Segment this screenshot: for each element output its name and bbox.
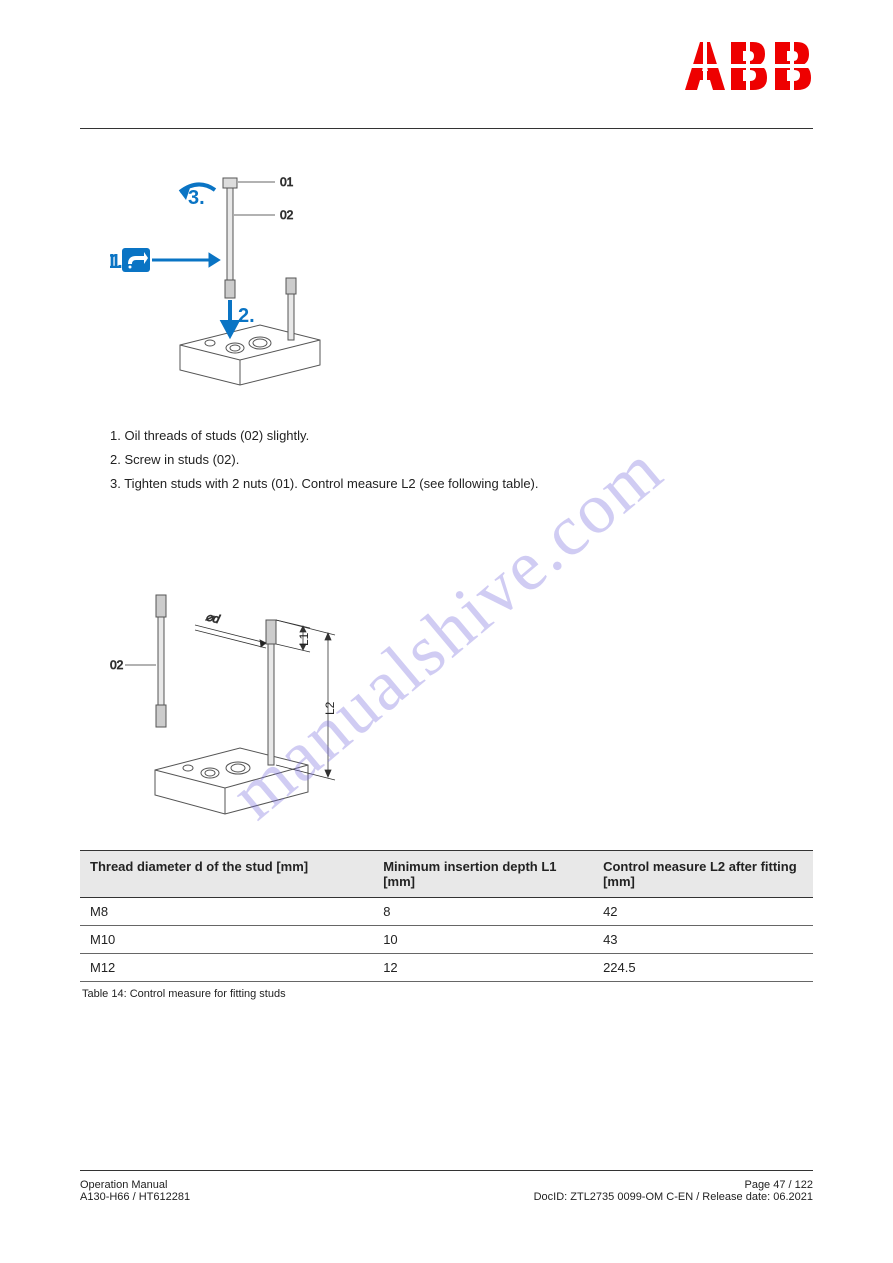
step-item: 2. Screw in studs (02). <box>110 449 539 471</box>
footer-docref: A130-H66 / HT612281 <box>80 1191 190 1203</box>
label-l2: L2 <box>323 701 337 715</box>
table-row: M12 12 224.5 <box>80 954 813 982</box>
label-02-fig2: 02 <box>110 658 124 672</box>
label-diameter: ⌀d <box>204 609 221 626</box>
label-l1: L1 <box>297 632 311 646</box>
table-caption: Table 14: Control measure for fitting st… <box>80 988 813 1000</box>
col-header: Thread diameter d of the stud [mm] <box>80 851 373 898</box>
page-footer: Operation Manual A130-H66 / HT612281 Pag… <box>80 1170 813 1203</box>
control-measure-table: Thread diameter d of the stud [mm] Minim… <box>80 850 813 982</box>
svg-text:1.: 1. <box>110 251 127 273</box>
step-item: 1. Oil threads of studs (02) slightly. <box>110 425 539 447</box>
footer-docid: DocID: ZTL2735 0099-OM C-EN / Release da… <box>534 1191 813 1203</box>
label-01: 01 <box>280 175 294 189</box>
footer-title: Operation Manual <box>80 1179 190 1191</box>
abb-logo <box>683 40 813 92</box>
figure-2: 02 ⌀d L1 <box>110 570 340 820</box>
table-row: M10 10 43 <box>80 926 813 954</box>
step-2-label: 2. <box>238 305 255 327</box>
step-3-label: 3. <box>188 187 205 209</box>
label-02: 02 <box>280 208 294 222</box>
figure-1: 3. 1. 1. 1. 2. 01 <box>110 170 340 405</box>
step-item: 3. Tighten studs with 2 nuts (01). Contr… <box>110 473 539 495</box>
footer-page: Page 47 / 122 <box>534 1179 813 1191</box>
col-header: Minimum insertion depth L1 [mm] <box>373 851 593 898</box>
header-rule <box>80 128 813 129</box>
steps-list: 1. Oil threads of studs (02) slightly. 2… <box>110 425 539 497</box>
control-measure-table-wrap: Thread diameter d of the stud [mm] Minim… <box>80 850 813 1000</box>
col-header: Control measure L2 after fitting [mm] <box>593 851 813 898</box>
table-row: M8 8 42 <box>80 898 813 926</box>
